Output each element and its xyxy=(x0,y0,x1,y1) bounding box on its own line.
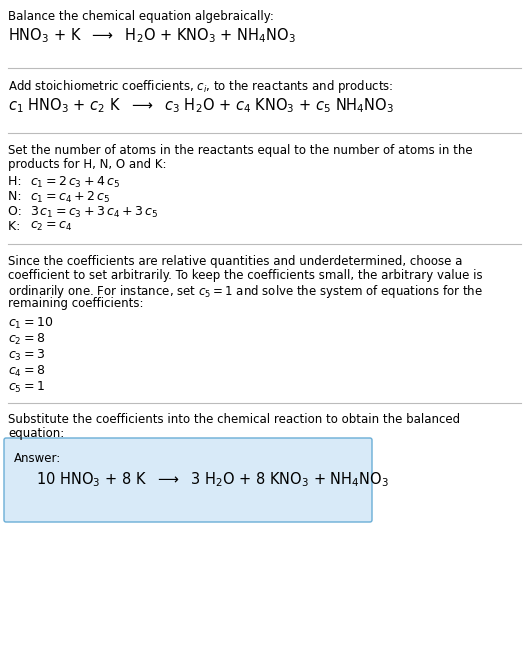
Text: Balance the chemical equation algebraically:: Balance the chemical equation algebraica… xyxy=(8,10,274,23)
Text: N:: N: xyxy=(8,190,25,203)
Text: 10 HNO$_3$ + 8 K  $\longrightarrow$  3 H$_2$O + 8 KNO$_3$ + NH$_4$NO$_3$: 10 HNO$_3$ + 8 K $\longrightarrow$ 3 H$_… xyxy=(36,470,389,488)
FancyBboxPatch shape xyxy=(4,438,372,522)
Text: remaining coefficients:: remaining coefficients: xyxy=(8,297,143,310)
Text: $3\,c_1 = c_3 + 3\,c_4 + 3\,c_5$: $3\,c_1 = c_3 + 3\,c_4 + 3\,c_5$ xyxy=(30,205,158,220)
Text: Substitute the coefficients into the chemical reaction to obtain the balanced: Substitute the coefficients into the che… xyxy=(8,413,460,426)
Text: $c_1$ HNO$_3$ + $c_2$ K  $\longrightarrow$  $c_3$ H$_2$O + $c_4$ KNO$_3$ + $c_5$: $c_1$ HNO$_3$ + $c_2$ K $\longrightarrow… xyxy=(8,96,394,115)
Text: H:: H: xyxy=(8,175,25,188)
Text: $c_4 = 8$: $c_4 = 8$ xyxy=(8,364,45,379)
Text: HNO$_3$ + K  $\longrightarrow$  H$_2$O + KNO$_3$ + NH$_4$NO$_3$: HNO$_3$ + K $\longrightarrow$ H$_2$O + K… xyxy=(8,26,296,45)
Text: coefficient to set arbitrarily. To keep the coefficients small, the arbitrary va: coefficient to set arbitrarily. To keep … xyxy=(8,269,482,282)
Text: Set the number of atoms in the reactants equal to the number of atoms in the: Set the number of atoms in the reactants… xyxy=(8,144,472,157)
Text: $c_2 = c_4$: $c_2 = c_4$ xyxy=(30,220,72,233)
Text: Answer:: Answer: xyxy=(14,452,61,465)
Text: Since the coefficients are relative quantities and underdetermined, choose a: Since the coefficients are relative quan… xyxy=(8,255,462,268)
Text: $c_3 = 3$: $c_3 = 3$ xyxy=(8,348,45,363)
Text: $c_1 = c_4 + 2\,c_5$: $c_1 = c_4 + 2\,c_5$ xyxy=(30,190,110,205)
Text: $c_1 = 10$: $c_1 = 10$ xyxy=(8,316,53,331)
Text: ordinarily one. For instance, set $c_5 = 1$ and solve the system of equations fo: ordinarily one. For instance, set $c_5 =… xyxy=(8,283,483,300)
Text: $c_5 = 1$: $c_5 = 1$ xyxy=(8,380,45,395)
Text: products for H, N, O and K:: products for H, N, O and K: xyxy=(8,158,167,171)
Text: Add stoichiometric coefficients, $c_i$, to the reactants and products:: Add stoichiometric coefficients, $c_i$, … xyxy=(8,78,394,95)
Text: $c_2 = 8$: $c_2 = 8$ xyxy=(8,332,45,347)
Text: equation:: equation: xyxy=(8,427,64,440)
Text: $c_1 = 2\,c_3 + 4\,c_5$: $c_1 = 2\,c_3 + 4\,c_5$ xyxy=(30,175,120,190)
Text: O:: O: xyxy=(8,205,26,218)
Text: K:: K: xyxy=(8,220,24,233)
